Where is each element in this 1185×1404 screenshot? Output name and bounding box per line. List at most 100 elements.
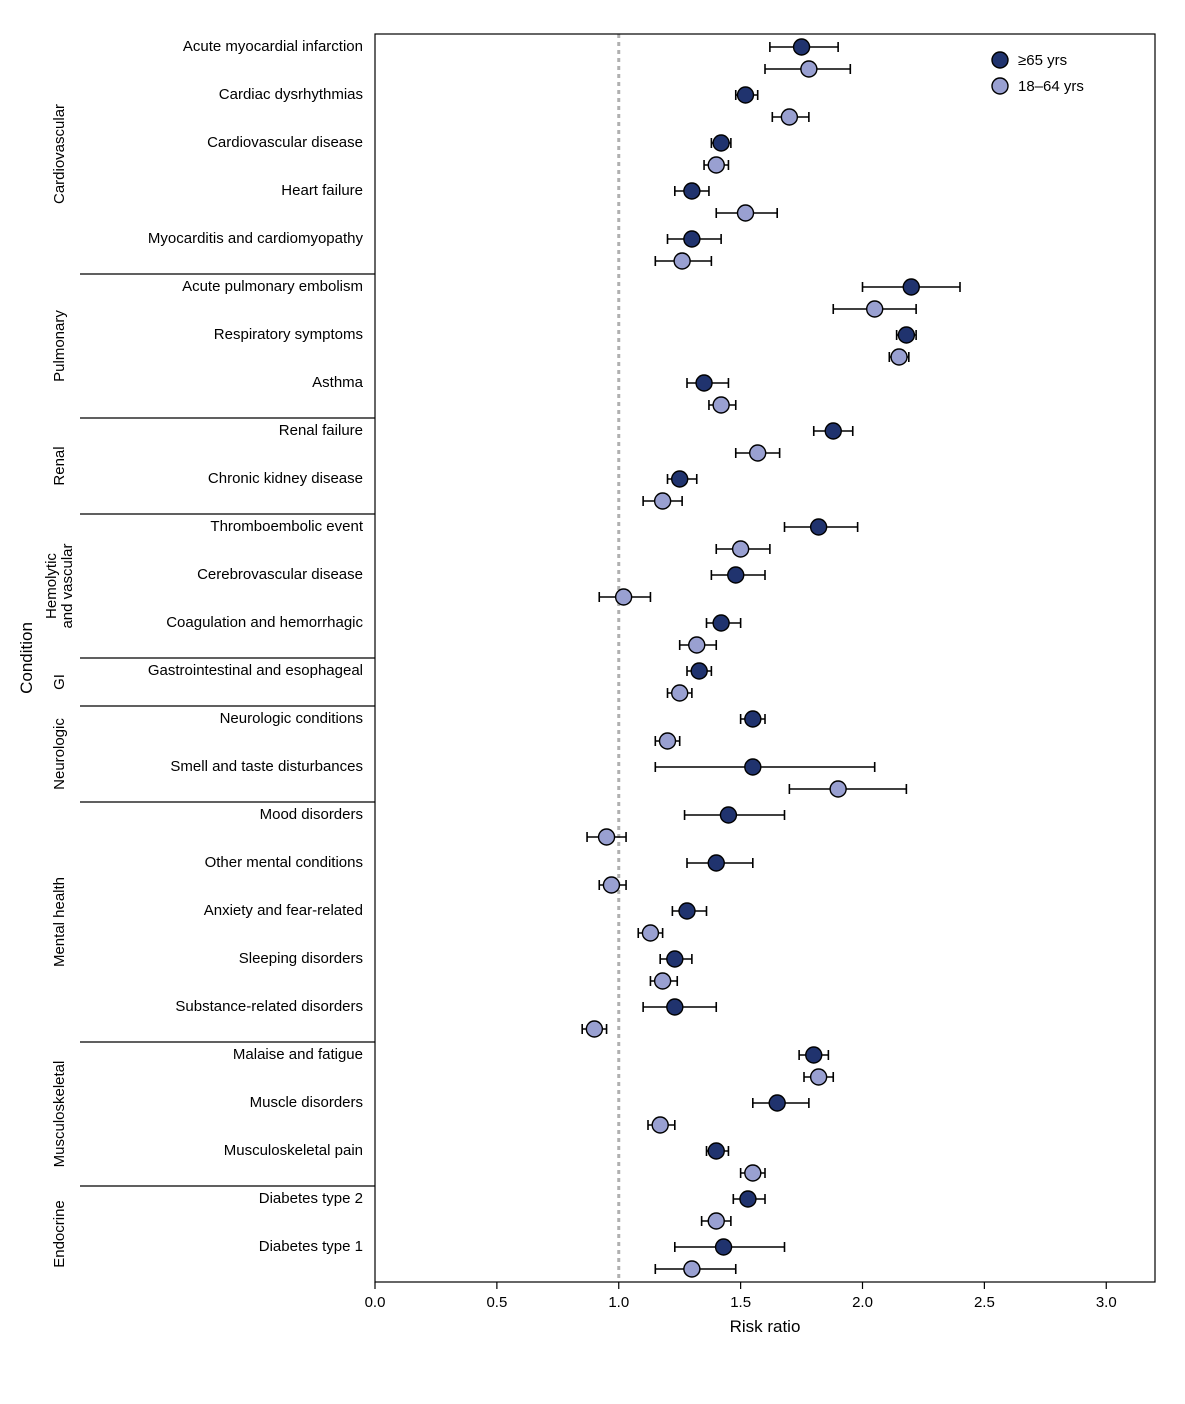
condition-label: Heart failure [281, 182, 363, 199]
point-marker [672, 685, 688, 701]
condition-label: Muscle disorders [250, 1094, 363, 1111]
point-marker [745, 759, 761, 775]
point-marker [672, 471, 688, 487]
category-label: GI [51, 674, 68, 690]
x-tick-label: 1.5 [730, 1294, 751, 1311]
chart-svg: Cardiovascular Pulmonary Renal Hemolyticand… [20, 20, 1165, 1384]
point-marker [891, 349, 907, 365]
category-label: Endocrine [51, 1200, 68, 1268]
point-marker [667, 999, 683, 1015]
point-marker [708, 855, 724, 871]
x-tick-label: 0.5 [486, 1294, 507, 1311]
condition-label: Sleeping disorders [239, 950, 363, 967]
point-marker [728, 567, 744, 583]
category-label: Musculoskeletal [51, 1061, 68, 1168]
point-marker [738, 87, 754, 103]
point-marker [738, 205, 754, 221]
point-marker [713, 397, 729, 413]
x-tick-label: 2.5 [974, 1294, 995, 1311]
point-marker [684, 1261, 700, 1277]
point-marker [679, 903, 695, 919]
point-marker [684, 231, 700, 247]
point-marker [689, 637, 705, 653]
condition-label: Chronic kidney disease [208, 470, 363, 487]
condition-label: Gastrointestinal and esophageal [148, 662, 363, 679]
point-marker [655, 973, 671, 989]
condition-label: Mood disorders [260, 806, 363, 823]
condition-label: Diabetes type 2 [259, 1190, 363, 1207]
condition-label: Smell and taste disturbances [170, 758, 363, 775]
category-label: Mental health [51, 877, 68, 967]
condition-label: Cerebrovascular disease [197, 566, 363, 583]
y-axis-label: Condition [20, 622, 36, 694]
point-marker [642, 925, 658, 941]
category-label: Pulmonary [51, 310, 68, 382]
point-marker [720, 807, 736, 823]
category-label: Neurologic [51, 718, 68, 790]
point-marker [903, 279, 919, 295]
condition-label: Malaise and fatigue [233, 1046, 363, 1063]
point-marker [696, 375, 712, 391]
x-tick-label: 0.0 [365, 1294, 386, 1311]
condition-label: Coagulation and hemorrhagic [166, 614, 363, 631]
point-marker [660, 733, 676, 749]
condition-label: Cardiac dysrhythmias [219, 86, 363, 103]
condition-label: Thromboembolic event [210, 518, 363, 535]
point-marker [716, 1239, 732, 1255]
point-marker [674, 253, 690, 269]
point-marker [825, 423, 841, 439]
legend-marker [992, 52, 1008, 68]
category-label: Renal [51, 446, 68, 485]
legend-label: 18–64 yrs [1018, 78, 1084, 95]
point-marker [740, 1191, 756, 1207]
point-marker [708, 1213, 724, 1229]
point-marker [811, 1069, 827, 1085]
condition-label: Other mental conditions [205, 854, 363, 871]
point-marker [794, 39, 810, 55]
category-label: Cardiovascular [51, 104, 68, 204]
point-marker [652, 1117, 668, 1133]
x-tick-label: 1.0 [608, 1294, 629, 1311]
point-marker [655, 493, 671, 509]
point-marker [616, 589, 632, 605]
point-marker [713, 615, 729, 631]
point-marker [691, 663, 707, 679]
condition-label: Respiratory symptoms [214, 326, 363, 343]
point-marker [684, 183, 700, 199]
point-marker [745, 711, 761, 727]
point-marker [667, 951, 683, 967]
point-marker [781, 109, 797, 125]
x-tick-label: 2.0 [852, 1294, 873, 1311]
condition-label: Cardiovascular disease [207, 134, 363, 151]
point-marker [811, 519, 827, 535]
x-axis-label: Risk ratio [730, 1317, 801, 1336]
legend-label: ≥65 yrs [1018, 52, 1067, 69]
point-marker [708, 1143, 724, 1159]
point-marker [713, 135, 729, 151]
point-marker [733, 541, 749, 557]
point-marker [599, 829, 615, 845]
condition-label: Musculoskeletal pain [224, 1142, 363, 1159]
condition-label: Myocarditis and cardiomyopathy [148, 230, 364, 247]
point-marker [750, 445, 766, 461]
point-marker [708, 157, 724, 173]
x-tick-label: 3.0 [1096, 1294, 1117, 1311]
point-marker [867, 301, 883, 317]
condition-label: Acute myocardial infarction [183, 38, 363, 55]
point-marker [830, 781, 846, 797]
condition-label: Diabetes type 1 [259, 1238, 363, 1255]
condition-label: Substance-related disorders [175, 998, 363, 1015]
point-marker [806, 1047, 822, 1063]
condition-label: Asthma [312, 374, 364, 391]
forest-plot: Cardiovascular Pulmonary Renal Hemolyticand… [20, 20, 1165, 1384]
point-marker [769, 1095, 785, 1111]
condition-label: Neurologic conditions [220, 710, 363, 727]
point-marker [898, 327, 914, 343]
category-label: Hemolyticand vascular [43, 543, 76, 628]
point-marker [801, 61, 817, 77]
legend-marker [992, 78, 1008, 94]
condition-label: Acute pulmonary embolism [182, 278, 363, 295]
point-marker [603, 877, 619, 893]
point-marker [586, 1021, 602, 1037]
condition-label: Renal failure [279, 422, 363, 439]
